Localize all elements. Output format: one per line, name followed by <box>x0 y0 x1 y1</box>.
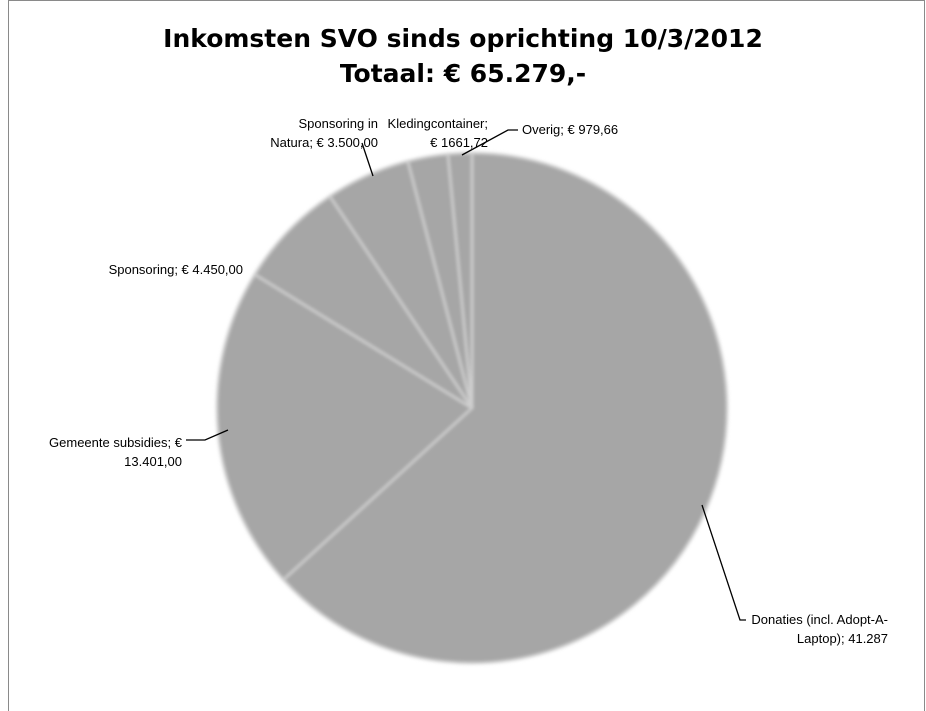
data-label-sponsoring-in-natura: Sponsoring in Natura; € 3.500,00 <box>270 116 378 150</box>
data-label-overig: Overig; € 979,66 <box>522 122 618 137</box>
data-label-gemeente-subsidies: Gemeente subsidies; €13.401,00 <box>49 435 183 469</box>
pie-slice-sponsoring <box>253 194 474 410</box>
pie-slice-overig <box>446 151 474 409</box>
leader-line-sponsoring-in-natura <box>361 142 374 177</box>
chart-title: Inkomsten SVO sinds oprichting 10/3/2012 <box>163 24 763 53</box>
data-label-kledingcontainer: Kledingcontainer; € 1661,72 <box>388 116 488 150</box>
data-label-sponsoring: Sponsoring; € 4.450,00 <box>109 262 243 277</box>
pie-slice-gemeente-subsidies <box>215 272 475 582</box>
pie-slice-donaties <box>281 151 729 665</box>
leader-line-gemeente-subsidies <box>186 429 229 441</box>
leader-line-donaties <box>701 504 746 621</box>
leader-line-overig <box>461 129 518 156</box>
data-label-donaties: Donaties (incl. Adopt-A-Laptop); 41.287 <box>751 612 888 646</box>
chart-subtitle: Totaal: € 65.279,- <box>339 59 587 88</box>
